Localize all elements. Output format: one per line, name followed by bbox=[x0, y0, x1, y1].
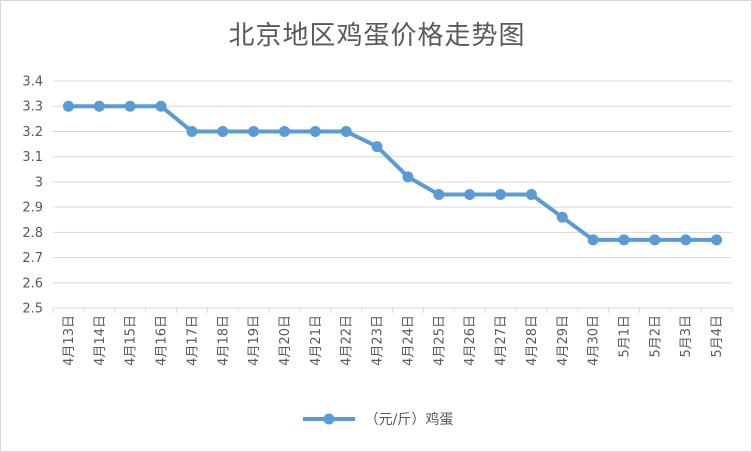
y-tick-label-4: 2.9 bbox=[22, 201, 43, 216]
y-tick-label-2: 2.7 bbox=[22, 251, 43, 266]
x-tick-label-4: 4月17日 bbox=[185, 315, 200, 366]
x-tick-label-12: 4月25日 bbox=[432, 315, 447, 366]
x-tick-label-7: 4月20日 bbox=[278, 315, 293, 366]
y-tick-label-1: 2.6 bbox=[22, 276, 43, 291]
data-point-18 bbox=[618, 234, 630, 246]
x-tick-label-20: 5月3日 bbox=[679, 315, 694, 358]
y-tick-label-6: 3.1 bbox=[22, 150, 43, 165]
x-tick-label-1: 4月14日 bbox=[93, 315, 108, 366]
y-tick-label-8: 3.3 bbox=[22, 100, 43, 115]
data-point-3 bbox=[155, 100, 167, 112]
data-point-8 bbox=[309, 125, 321, 137]
series-line-0 bbox=[66, 104, 719, 242]
x-tick-label-9: 4月22日 bbox=[340, 315, 355, 366]
legend-marker-icon bbox=[302, 413, 355, 425]
y-tick-label-3: 2.8 bbox=[22, 226, 43, 241]
x-tick-label-21: 5月4日 bbox=[710, 315, 725, 358]
x-tick-label-13: 4月26日 bbox=[463, 315, 478, 366]
x-tick-label-19: 5月2日 bbox=[648, 315, 663, 358]
chart-title: 北京地区鸡蛋价格走势图 bbox=[228, 21, 526, 51]
data-point-9 bbox=[340, 125, 352, 137]
data-point-4 bbox=[186, 125, 198, 137]
data-point-6 bbox=[248, 125, 260, 137]
data-point-21 bbox=[711, 234, 723, 246]
data-point-17 bbox=[587, 234, 599, 246]
data-point-13 bbox=[464, 189, 476, 200]
data-point-7 bbox=[278, 125, 290, 137]
legend: （元/斤）鸡蛋 bbox=[1, 409, 751, 429]
x-tick-label-11: 4月24日 bbox=[401, 315, 416, 366]
data-point-10 bbox=[371, 141, 383, 153]
x-tick-label-8: 4月21日 bbox=[309, 315, 324, 366]
x-tick-label-5: 4月18日 bbox=[216, 315, 231, 366]
data-point-1 bbox=[93, 100, 105, 112]
data-point-11 bbox=[402, 171, 414, 183]
data-point-2 bbox=[124, 100, 136, 112]
legend-label: （元/斤）鸡蛋 bbox=[364, 412, 454, 428]
x-tick-label-17: 4月30日 bbox=[587, 315, 602, 366]
data-point-0 bbox=[62, 100, 74, 112]
y-tick-label-0: 2.5 bbox=[22, 302, 43, 317]
x-tick-label-3: 4月16日 bbox=[155, 315, 170, 366]
data-point-14 bbox=[495, 189, 507, 200]
x-tick-label-6: 4月19日 bbox=[247, 315, 262, 366]
data-point-15 bbox=[525, 189, 537, 200]
y-tick-label-5: 3 bbox=[35, 175, 43, 190]
x-tick-label-14: 4月27日 bbox=[494, 315, 509, 366]
data-point-16 bbox=[556, 211, 568, 223]
data-point-19 bbox=[649, 234, 661, 246]
data-point-12 bbox=[433, 189, 445, 200]
data-point-20 bbox=[680, 234, 692, 246]
x-tick-label-10: 4月23日 bbox=[371, 315, 386, 366]
x-tick-label-18: 5月1日 bbox=[617, 315, 632, 358]
data-point-5 bbox=[217, 125, 229, 137]
x-tick-label-15: 4月28日 bbox=[525, 315, 540, 366]
x-tick-label-16: 4月29日 bbox=[556, 315, 571, 366]
y-tick-label-9: 3.4 bbox=[22, 75, 43, 90]
x-tick-label-2: 4月15日 bbox=[124, 315, 139, 366]
x-tick-label-0: 4月13日 bbox=[62, 315, 77, 366]
y-tick-label-7: 3.2 bbox=[22, 125, 43, 140]
